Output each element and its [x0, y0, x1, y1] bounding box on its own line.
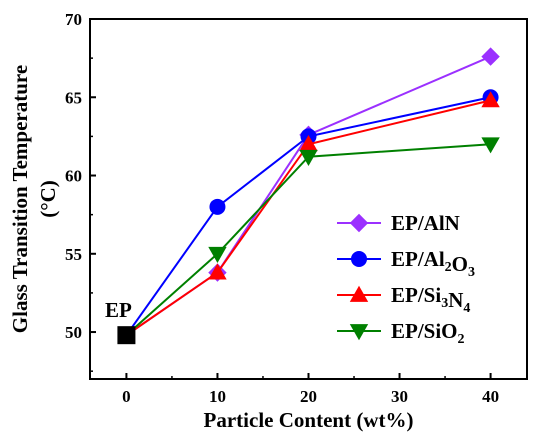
- y-tick-label: 70: [65, 10, 82, 29]
- data-point: [208, 263, 227, 280]
- x-tick-label: 20: [300, 387, 317, 406]
- y-axis-label-line1: Glass Transition Temperature: [8, 65, 32, 333]
- x-tick-label: 10: [209, 387, 226, 406]
- x-tick-label: 40: [482, 387, 499, 406]
- legend-entry: EP/AlN: [337, 211, 460, 235]
- legend-label: EP/Al2O3: [391, 247, 475, 280]
- x-tick-label: 0: [122, 387, 131, 406]
- series-line: [125, 143, 491, 336]
- y-tick-label: 50: [65, 323, 82, 342]
- series-4: [125, 137, 500, 336]
- data-point: [208, 246, 227, 263]
- legend-label: EP/SiO2: [391, 319, 465, 347]
- baseline-label: EP: [105, 298, 132, 322]
- legend-label: EP/Si3N4: [391, 283, 470, 316]
- series-lines: [125, 47, 500, 336]
- series-1: [125, 47, 500, 336]
- legend-marker: [349, 213, 369, 233]
- data-point: [209, 198, 226, 215]
- y-axis-label-line2: (°C): [36, 180, 60, 218]
- y-tick-label: 60: [65, 167, 82, 186]
- x-axis-label: Particle Content (wt%): [204, 408, 414, 432]
- data-point: [481, 91, 500, 108]
- legend-entry: EP/Si3N4: [337, 283, 470, 316]
- legend-entry: EP/Al2O3: [337, 247, 475, 280]
- legend-marker: [349, 324, 369, 341]
- x-tick-label: 30: [391, 387, 408, 406]
- series-line: [125, 99, 491, 336]
- y-tick-label: 65: [65, 88, 82, 107]
- legend-marker: [351, 251, 367, 267]
- legend-marker: [349, 285, 369, 302]
- series-line: [125, 96, 491, 336]
- data-point: [481, 47, 500, 66]
- baseline-marker: [117, 326, 136, 345]
- axes: 0 10 20 30 40 50 55 60 65 70: [65, 10, 528, 406]
- data-point: [299, 149, 318, 166]
- series-3: [125, 91, 500, 336]
- y-axis-label: Glass Transition Temperature (°C): [8, 65, 60, 333]
- y-tick-label: 55: [65, 245, 82, 264]
- data-point: [481, 137, 500, 154]
- legend-entry: EP/SiO2: [337, 319, 465, 347]
- data-point: [299, 135, 318, 152]
- baseline-point: EP: [105, 298, 136, 345]
- plot-frame: [89, 18, 528, 380]
- legend-label: EP/AlN: [391, 211, 460, 235]
